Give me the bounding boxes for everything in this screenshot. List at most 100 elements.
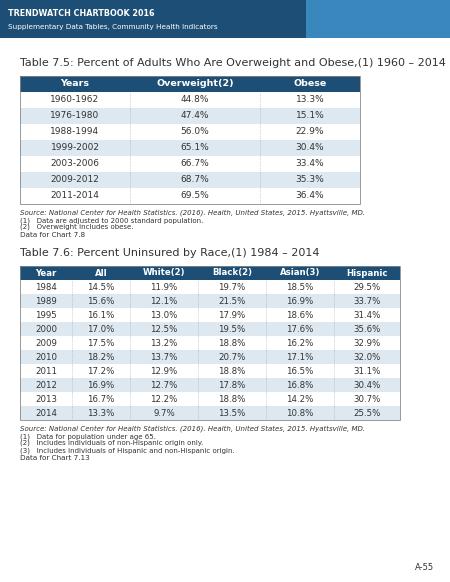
Bar	[306, 0, 450, 38]
Text: 31.1%: 31.1%	[353, 367, 381, 375]
Text: Black(2): Black(2)	[212, 268, 252, 278]
Bar	[266, 294, 334, 308]
Text: Overweight(2): Overweight(2)	[156, 80, 234, 88]
Text: 69.5%: 69.5%	[180, 191, 209, 201]
Text: 18.5%: 18.5%	[286, 282, 314, 292]
Bar	[130, 392, 198, 406]
Text: 16.2%: 16.2%	[286, 339, 314, 347]
Text: 2012: 2012	[35, 381, 57, 389]
Bar	[72, 308, 130, 322]
Bar	[198, 322, 266, 336]
Text: 33.4%: 33.4%	[296, 159, 324, 169]
Bar	[198, 364, 266, 378]
Bar	[260, 76, 360, 92]
Bar	[130, 188, 260, 204]
Text: 2000: 2000	[35, 325, 57, 333]
Text: 12.7%: 12.7%	[150, 381, 178, 389]
Text: 1999-2002: 1999-2002	[50, 144, 99, 152]
Text: 32.9%: 32.9%	[353, 339, 381, 347]
Bar	[198, 392, 266, 406]
Text: 17.5%: 17.5%	[87, 339, 115, 347]
Bar	[334, 364, 400, 378]
Text: 2003-2006: 2003-2006	[50, 159, 99, 169]
Text: 35.3%: 35.3%	[296, 176, 324, 184]
Text: 13.0%: 13.0%	[150, 311, 178, 320]
Text: All: All	[94, 268, 107, 278]
Text: Table 7.5: Percent of Adults Who Are Overweight and Obese,(1) 1960 – 2014: Table 7.5: Percent of Adults Who Are Ove…	[20, 58, 446, 68]
Text: 16.9%: 16.9%	[286, 296, 314, 306]
Bar	[130, 156, 260, 172]
Bar	[20, 188, 130, 204]
Bar	[260, 92, 360, 108]
Bar	[130, 378, 198, 392]
Bar	[130, 322, 198, 336]
Bar	[130, 124, 260, 140]
Bar	[20, 392, 72, 406]
Text: (2)   Includes individuals of non-Hispanic origin only.: (2) Includes individuals of non-Hispanic…	[20, 440, 203, 446]
Text: 17.1%: 17.1%	[286, 353, 314, 361]
Text: 16.8%: 16.8%	[286, 381, 314, 389]
Bar	[130, 140, 260, 156]
Text: 33.7%: 33.7%	[353, 296, 381, 306]
Text: 2009-2012: 2009-2012	[50, 176, 99, 184]
Bar	[130, 364, 198, 378]
Bar	[130, 350, 198, 364]
Text: 1995: 1995	[35, 311, 57, 320]
Text: 17.9%: 17.9%	[218, 311, 246, 320]
Text: 1976-1980: 1976-1980	[50, 112, 99, 120]
Bar	[72, 378, 130, 392]
Bar	[266, 364, 334, 378]
Bar	[266, 322, 334, 336]
Text: (1)   Data for population under age 65.: (1) Data for population under age 65.	[20, 433, 156, 439]
Bar	[198, 266, 266, 280]
Bar	[198, 406, 266, 420]
Text: 1988-1994: 1988-1994	[50, 127, 99, 137]
Bar	[334, 294, 400, 308]
Bar	[20, 92, 130, 108]
Text: 17.0%: 17.0%	[87, 325, 115, 333]
Text: 11.9%: 11.9%	[150, 282, 178, 292]
Text: TRENDWATCH CHARTBOOK 2016: TRENDWATCH CHARTBOOK 2016	[8, 9, 154, 17]
Text: A-55: A-55	[415, 563, 434, 572]
Bar	[198, 350, 266, 364]
Text: 15.6%: 15.6%	[87, 296, 115, 306]
Text: Obese: Obese	[293, 80, 327, 88]
Bar	[20, 350, 72, 364]
Bar	[334, 322, 400, 336]
Bar	[334, 350, 400, 364]
Text: 12.1%: 12.1%	[150, 296, 178, 306]
Bar	[20, 108, 130, 124]
Text: 56.0%: 56.0%	[180, 127, 209, 137]
Bar	[72, 266, 130, 280]
Text: 1984: 1984	[35, 282, 57, 292]
Text: 13.3%: 13.3%	[296, 95, 324, 105]
Bar	[20, 124, 130, 140]
Text: 44.8%: 44.8%	[181, 95, 209, 105]
Text: (3)   Includes individuals of Hispanic and non-Hispanic origin.: (3) Includes individuals of Hispanic and…	[20, 447, 235, 453]
Bar	[130, 406, 198, 420]
Bar	[198, 280, 266, 294]
Text: 15.1%: 15.1%	[296, 112, 324, 120]
Bar	[72, 322, 130, 336]
Bar	[266, 350, 334, 364]
Text: 21.5%: 21.5%	[218, 296, 246, 306]
Text: 30.4%: 30.4%	[296, 144, 324, 152]
Text: Years: Years	[60, 80, 90, 88]
Text: 16.9%: 16.9%	[87, 381, 115, 389]
Bar	[130, 308, 198, 322]
Text: 25.5%: 25.5%	[353, 409, 381, 417]
Text: 16.7%: 16.7%	[87, 395, 115, 403]
Text: (1)   Data are adjusted to 2000 standard population.: (1) Data are adjusted to 2000 standard p…	[20, 217, 203, 223]
Bar	[198, 308, 266, 322]
Text: 1989: 1989	[35, 296, 57, 306]
Text: 1960-1962: 1960-1962	[50, 95, 99, 105]
Text: (2)   Overweight includes obese.: (2) Overweight includes obese.	[20, 224, 134, 230]
Text: 36.4%: 36.4%	[296, 191, 324, 201]
Bar	[20, 378, 72, 392]
Bar	[20, 294, 72, 308]
Text: 68.7%: 68.7%	[180, 176, 209, 184]
Bar	[72, 364, 130, 378]
Text: 13.2%: 13.2%	[150, 339, 178, 347]
Text: 17.2%: 17.2%	[87, 367, 115, 375]
Bar	[260, 172, 360, 188]
